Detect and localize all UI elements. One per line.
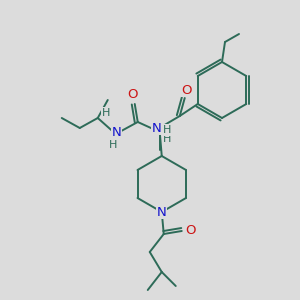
Text: N: N bbox=[112, 125, 122, 139]
Text: N: N bbox=[157, 206, 166, 218]
Text: O: O bbox=[182, 83, 192, 97]
Text: H: H bbox=[163, 134, 171, 144]
Text: H: H bbox=[163, 125, 171, 135]
Text: N: N bbox=[152, 122, 162, 134]
Text: H: H bbox=[109, 140, 117, 150]
Text: O: O bbox=[128, 88, 138, 101]
Text: O: O bbox=[185, 224, 196, 236]
Text: H: H bbox=[102, 108, 110, 118]
